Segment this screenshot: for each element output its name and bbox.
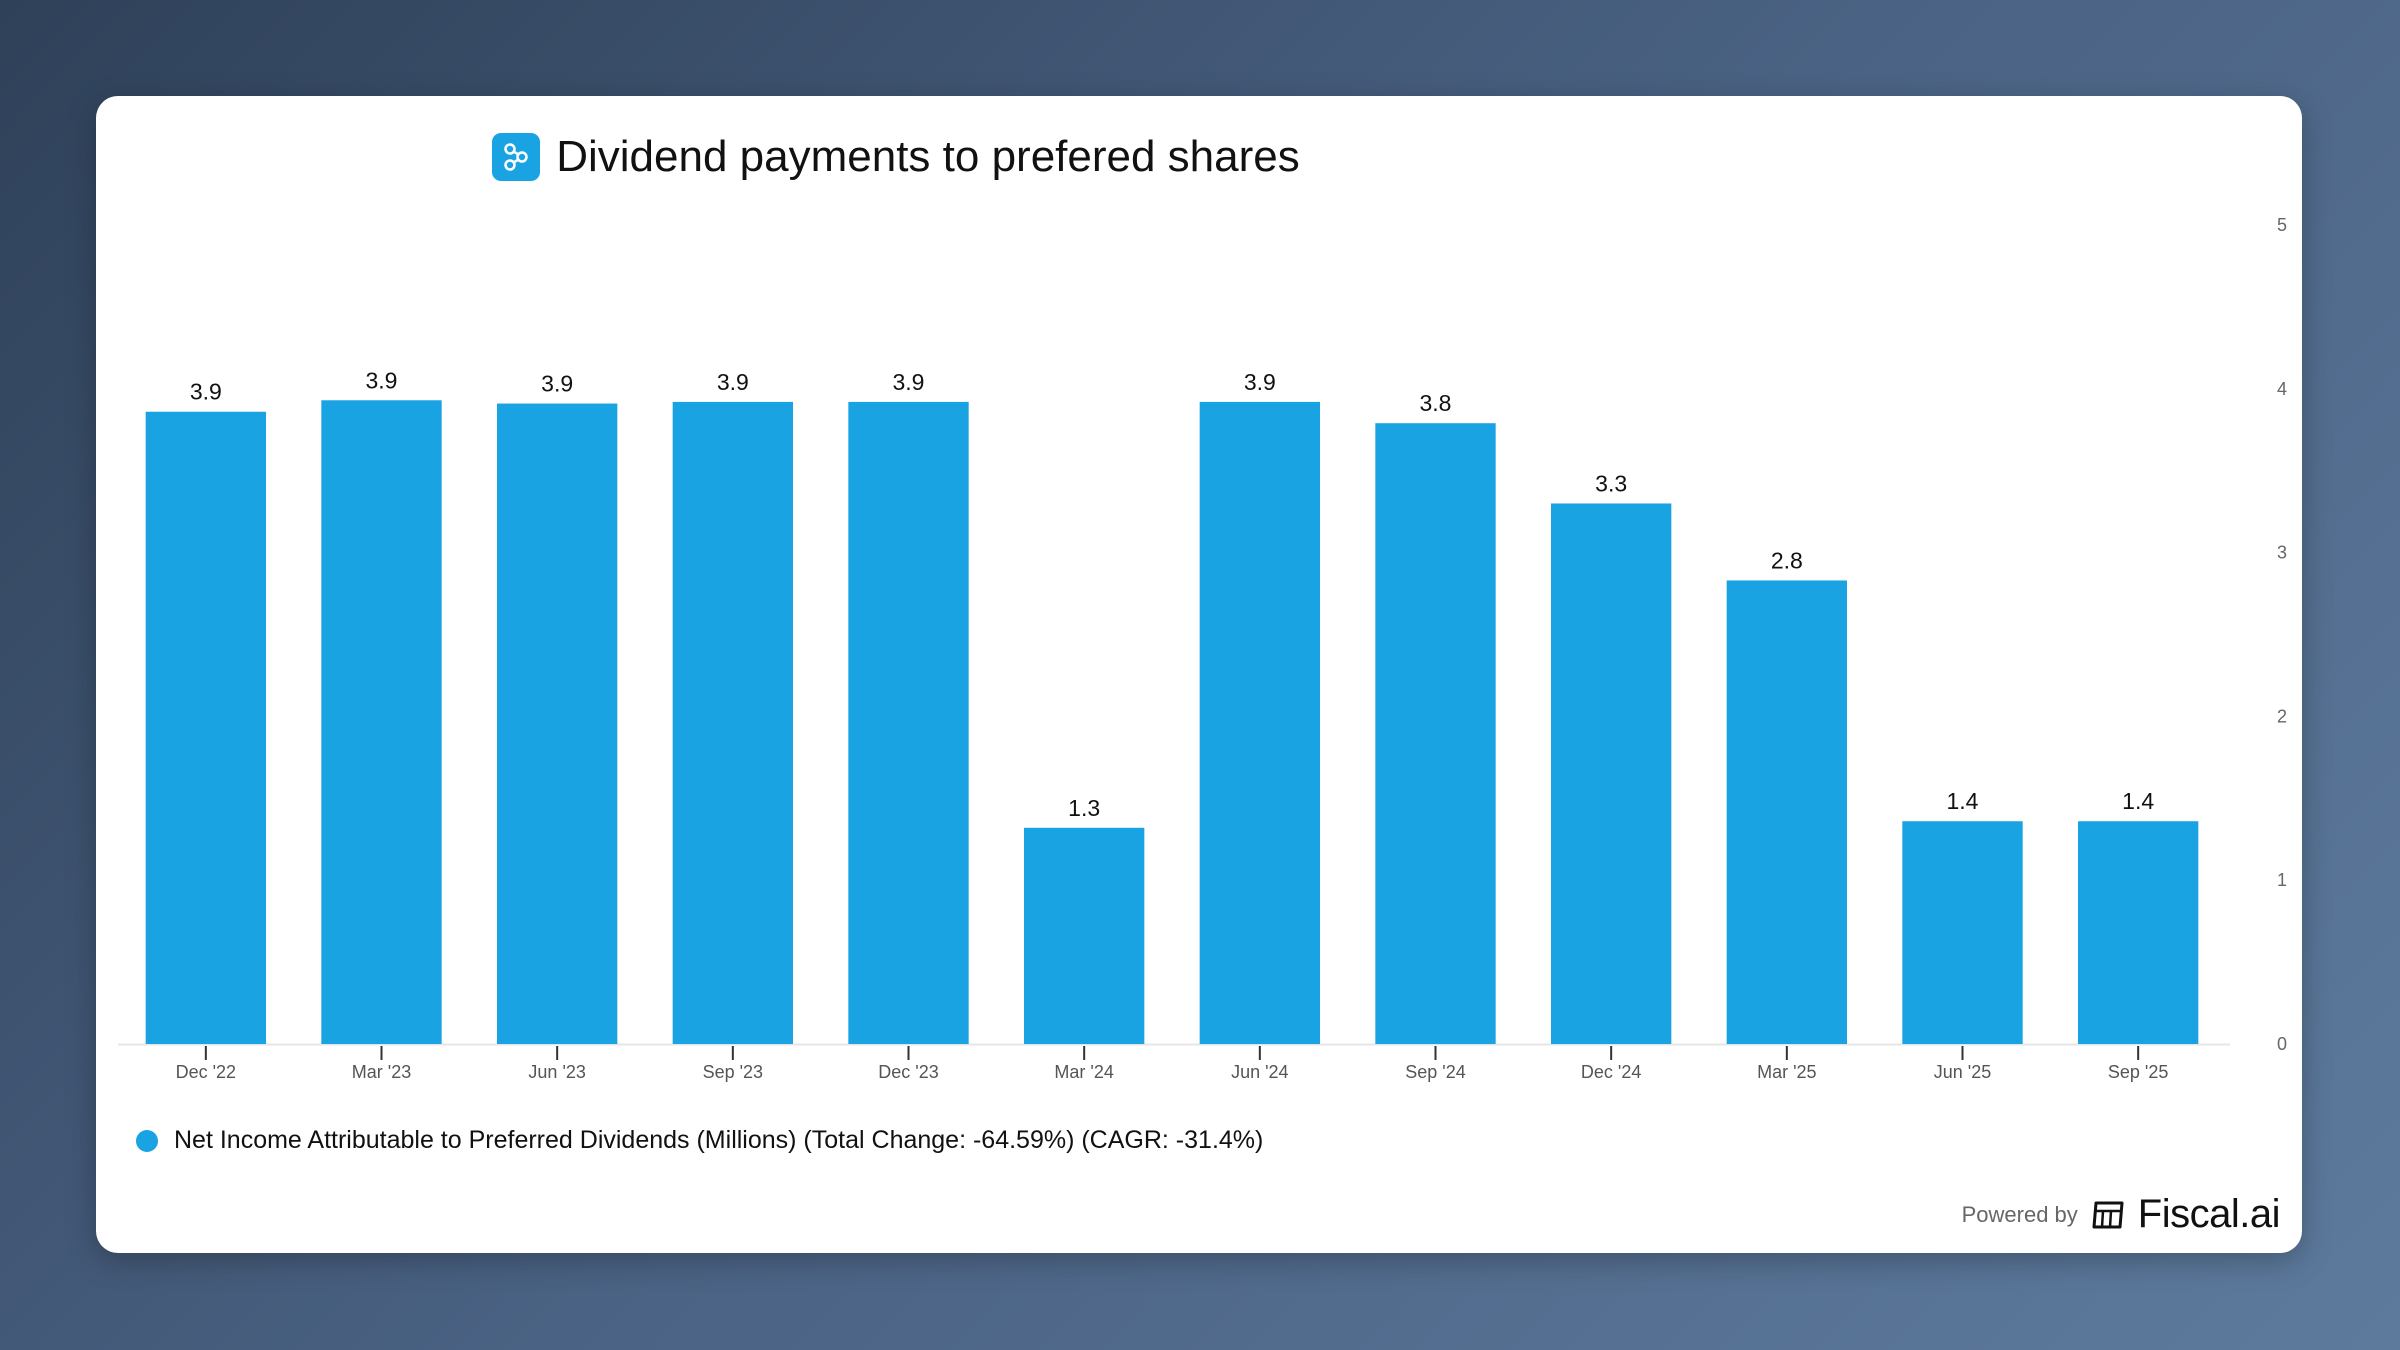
legend-label: Net Income Attributable to Preferred Div… bbox=[174, 1126, 1264, 1154]
chart-title: Dividend payments to prefered shares bbox=[556, 132, 1300, 181]
brand-name: Fiscal.ai bbox=[2137, 1192, 2281, 1236]
y-tick-label: 3 bbox=[2277, 543, 2287, 563]
bar-value-label: 3.9 bbox=[717, 369, 749, 395]
x-tick-label: Mar '23 bbox=[352, 1062, 411, 1082]
bar bbox=[1551, 503, 1672, 1045]
bar bbox=[497, 403, 618, 1044]
x-tick-label: Sep '25 bbox=[2108, 1062, 2169, 1082]
x-tick-label: Jun '25 bbox=[1934, 1062, 1991, 1082]
bar-value-label: 3.9 bbox=[366, 367, 398, 393]
bar-value-label: 3.9 bbox=[541, 371, 573, 397]
bar bbox=[2078, 821, 2199, 1044]
fiscal-logo-icon bbox=[2092, 1201, 2124, 1228]
y-tick-label: 2 bbox=[2277, 706, 2287, 726]
share-nodes-icon bbox=[492, 133, 541, 181]
powered-by[interactable]: Powered by Fiscal.ai bbox=[1961, 1192, 2281, 1237]
x-tick-label: Sep '24 bbox=[1405, 1062, 1466, 1082]
legend[interactable]: Net Income Attributable to Preferred Div… bbox=[136, 1126, 1263, 1155]
bar bbox=[1024, 827, 1145, 1044]
legend-swatch bbox=[136, 1129, 158, 1152]
bar bbox=[145, 411, 266, 1044]
x-tick-label: Dec '23 bbox=[878, 1062, 938, 1082]
bar-value-label: 3.9 bbox=[190, 379, 222, 405]
bar-value-label: 3.8 bbox=[1420, 390, 1452, 416]
y-tick-label: 0 bbox=[2277, 1034, 2287, 1054]
x-tick-label: Jun '23 bbox=[528, 1062, 585, 1082]
bar bbox=[1726, 580, 1847, 1044]
chart-header: Dividend payments to prefered shares bbox=[96, 132, 1696, 182]
x-tick-label: Jun '24 bbox=[1231, 1062, 1288, 1082]
bar-value-label: 3.9 bbox=[1244, 369, 1276, 395]
powered-by-label: Powered by bbox=[1961, 1201, 2078, 1227]
bar-value-label: 2.8 bbox=[1771, 547, 1803, 573]
chart-card: Dividend payments to prefered shares 0 1 2… bbox=[96, 96, 2302, 1253]
bar bbox=[1375, 423, 1496, 1044]
bar bbox=[1199, 401, 1320, 1044]
bar-value-label: 3.9 bbox=[893, 369, 925, 395]
bar-value-label: 3.3 bbox=[1595, 470, 1627, 496]
bar bbox=[1902, 821, 2023, 1044]
bar-value-label: 1.4 bbox=[1947, 788, 1979, 814]
bar-chart: 0 1 2 3 4 5 3.9 Dec '22 3.9 Mar '23 3.9 Jun '23 3.9 S… bbox=[118, 215, 2287, 1082]
x-tick-label: Dec '22 bbox=[176, 1062, 236, 1082]
y-tick-label: 4 bbox=[2277, 379, 2287, 399]
x-tick-label: Mar '25 bbox=[1757, 1062, 1816, 1082]
y-tick-label: 5 bbox=[2277, 215, 2287, 235]
y-tick-label: 1 bbox=[2277, 870, 2287, 890]
bar-value-label: 1.3 bbox=[1068, 795, 1100, 821]
x-tick-label: Sep '23 bbox=[703, 1062, 764, 1082]
bar-value-label: 1.4 bbox=[2122, 788, 2154, 814]
x-tick-label: Dec '24 bbox=[1581, 1062, 1641, 1082]
x-tick-label: Mar '24 bbox=[1054, 1062, 1113, 1082]
bar bbox=[321, 400, 442, 1044]
bar bbox=[848, 401, 969, 1044]
bar bbox=[672, 401, 793, 1044]
